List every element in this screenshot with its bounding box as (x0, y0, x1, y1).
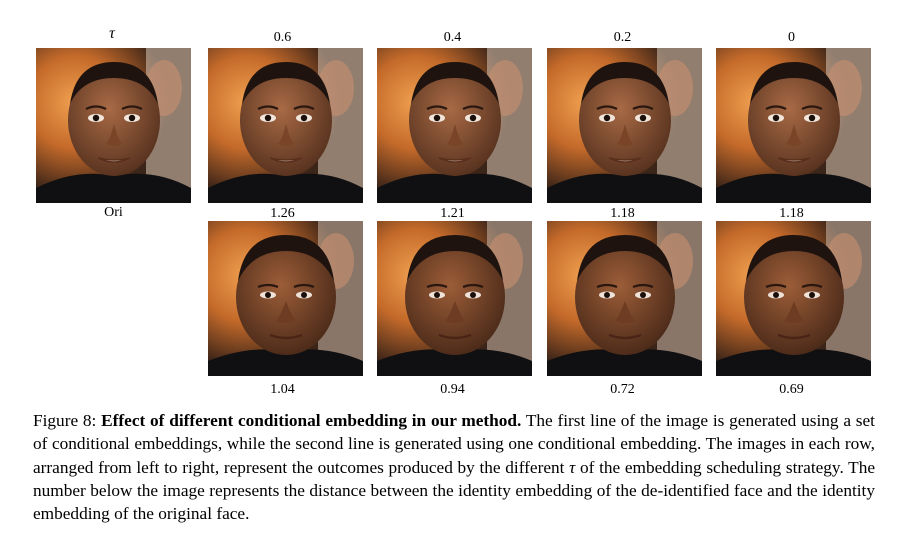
caption-text-part1: The first line of the image is generated… (33, 411, 875, 477)
row1-face-image-1 (208, 48, 363, 203)
row1-distance-4: 1.18 (779, 206, 804, 221)
caption-text-part2: of the embedding scheduling strategy. Th… (33, 457, 875, 524)
row2-distance-3: 0.72 (610, 382, 635, 397)
row2-face-image-2 (377, 221, 532, 376)
row2-distance-1: 1.04 (270, 382, 295, 397)
row2-face-image-3 (547, 221, 702, 376)
original-label: Ori (104, 205, 123, 220)
tau-value-2: 0.2 (613, 30, 632, 45)
tau-header: τ (109, 25, 115, 42)
figure-caption: Figure 8: Effect of different conditiona… (33, 409, 875, 525)
caption-title: Effect of different conditional embeddin… (101, 411, 522, 430)
figure-label: Figure 8: (33, 411, 97, 430)
tau-value-0: 0.6 (273, 30, 292, 45)
original-face-image (36, 48, 191, 203)
tau-value-3: 0 (788, 30, 795, 45)
row1-distance-1: 1.26 (270, 206, 295, 221)
row2-face-image-1 (208, 221, 363, 376)
tau-value-1: 0.4 (443, 30, 462, 45)
caption-tau: τ (569, 457, 576, 477)
row1-distance-2: 1.21 (440, 206, 465, 221)
row2-distance-4: 0.69 (779, 382, 804, 397)
row2-distance-2: 0.94 (440, 382, 465, 397)
row1-distance-3: 1.18 (610, 206, 635, 221)
row2-face-image-4 (716, 221, 871, 376)
row1-face-image-3 (547, 48, 702, 203)
row1-face-image-2 (377, 48, 532, 203)
row1-face-image-4 (716, 48, 871, 203)
